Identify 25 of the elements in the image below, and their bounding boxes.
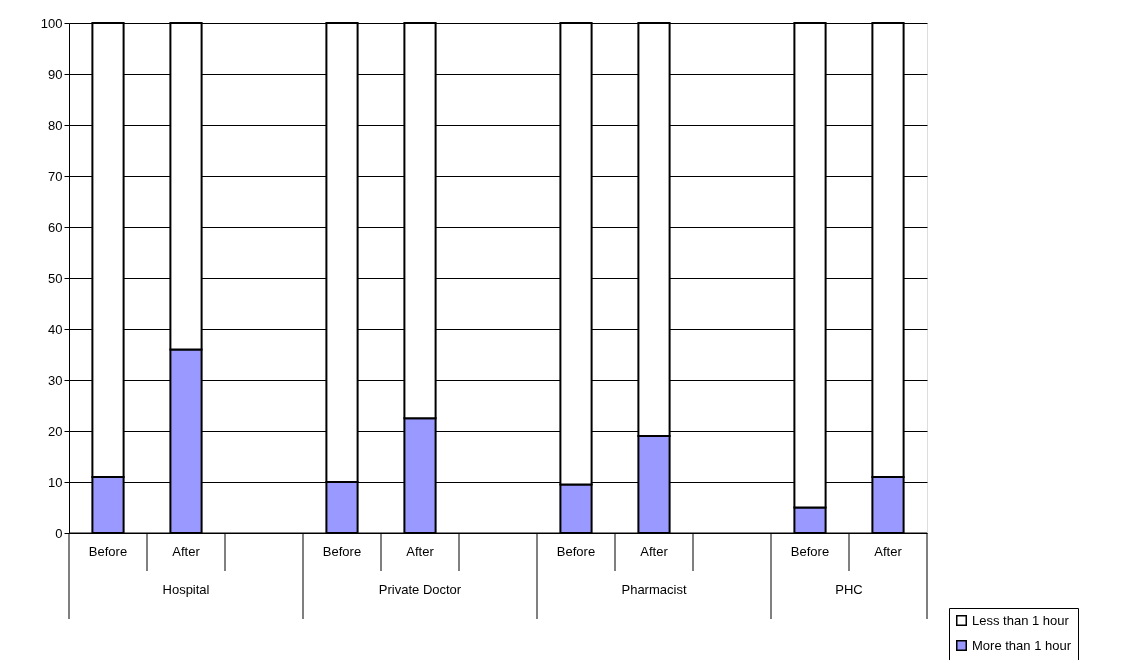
y-tick-label: 40 bbox=[48, 321, 63, 337]
text: PHC bbox=[835, 582, 863, 597]
legend-label: More than 1 hour bbox=[972, 637, 1072, 653]
y-tick-label: 20 bbox=[48, 423, 63, 439]
y-tick-label: 70 bbox=[48, 168, 63, 184]
y-tick-label: 90 bbox=[48, 66, 63, 82]
x-tick-label: After bbox=[640, 544, 669, 559]
text: Pharmacist bbox=[621, 582, 687, 597]
text: Private Doctor bbox=[378, 582, 462, 597]
x-tick-label: After bbox=[172, 544, 201, 559]
y-tick-label: 60 bbox=[48, 219, 63, 235]
y-tick-label: 80 bbox=[48, 117, 63, 133]
x-tick-label: After bbox=[874, 544, 903, 559]
x-tick-label: Before bbox=[556, 544, 596, 559]
y-tick-label: 0 bbox=[55, 525, 63, 541]
y-tick-label: 10 bbox=[48, 474, 63, 490]
x-tick-label: After bbox=[406, 544, 435, 559]
x-tick-label: Before bbox=[322, 544, 362, 559]
y-tick-label: 100 bbox=[40, 15, 63, 31]
x-tick-label: Before bbox=[88, 544, 128, 559]
text: Hospital bbox=[162, 582, 210, 597]
x-tick-label: Before bbox=[790, 544, 830, 559]
y-tick-label: 50 bbox=[48, 270, 63, 286]
y-tick-label: 30 bbox=[48, 372, 63, 388]
legend-label: Less than 1 hour bbox=[972, 612, 1070, 628]
